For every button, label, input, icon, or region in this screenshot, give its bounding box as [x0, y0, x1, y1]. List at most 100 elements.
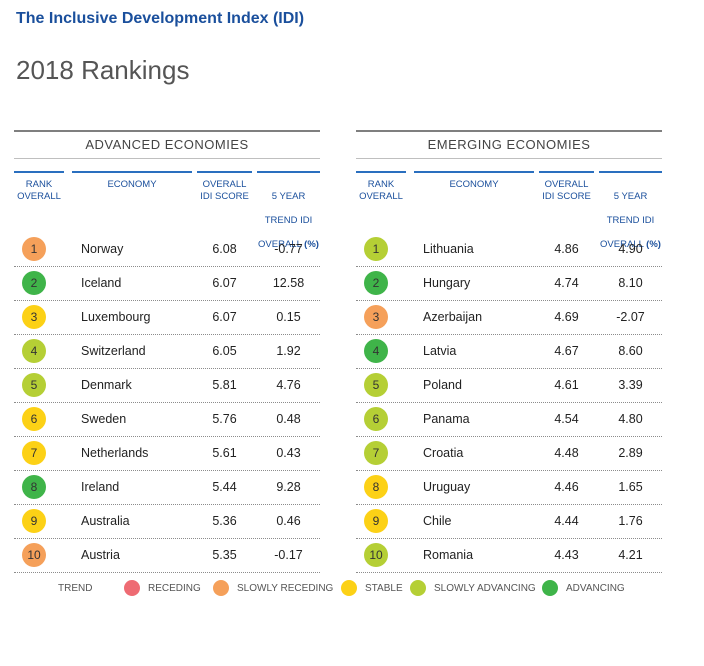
- table-row: 5 Denmark 5.81 4.76: [14, 369, 320, 403]
- economy-name: Luxembourg: [81, 310, 151, 324]
- idi-score: 4.86: [554, 242, 579, 256]
- rank-badge: 9: [364, 509, 388, 533]
- rank-badge: 7: [364, 441, 388, 465]
- idi-score: 4.43: [554, 548, 579, 562]
- trend-value: 2.89: [618, 446, 643, 460]
- table-row: 1 Norway 6.08 -0.77: [14, 233, 320, 267]
- idi-score: 4.54: [554, 412, 579, 426]
- idi-score: 4.69: [554, 310, 579, 324]
- rank-badge: 2: [22, 271, 46, 295]
- trend-value: 4.80: [618, 412, 643, 426]
- rank-badge: 1: [22, 237, 46, 261]
- idi-score: 4.48: [554, 446, 579, 460]
- emerging-economies-table: EMERGING ECONOMIES RANK OVERALL ECONOMY …: [356, 130, 662, 573]
- idi-score: 6.05: [212, 344, 237, 358]
- idi-score: 4.44: [554, 514, 579, 528]
- idi-score: 6.07: [212, 310, 237, 324]
- trend-value: 8.10: [618, 276, 643, 290]
- rank-badge: 10: [364, 543, 388, 567]
- trend-value: 8.60: [618, 344, 643, 358]
- column-header-economy: ECONOMY: [414, 171, 534, 227]
- table-row: 2 Iceland 6.07 12.58: [14, 267, 320, 301]
- economy-name: Latvia: [423, 344, 457, 358]
- column-header-trend-line1: 5 YEAR: [613, 191, 648, 202]
- table-row: 6 Panama 4.54 4.80: [356, 403, 662, 437]
- legend-dot-slowly-receding: [213, 580, 229, 596]
- economy-name: Austria: [81, 548, 120, 562]
- economy-name: Romania: [423, 548, 474, 562]
- trend-legend: TREND RECEDING SLOWLY RECEDING STABLE SL…: [0, 580, 704, 598]
- legend-dot-advancing: [542, 580, 558, 596]
- economy-name: Lithuania: [423, 242, 474, 256]
- table-header: RANK OVERALL ECONOMY OVERALL IDI SCORE 5…: [14, 171, 320, 250]
- legend-label-slowly-receding: SLOWLY RECEDING: [237, 583, 334, 594]
- economy-name: Hungary: [423, 276, 471, 290]
- table-row: 7 Netherlands 5.61 0.43: [14, 437, 320, 471]
- table-row: 9 Australia 5.36 0.46: [14, 505, 320, 539]
- table-row: 10 Austria 5.35 -0.17: [14, 539, 320, 573]
- table-row: 3 Azerbaijan 4.69 -2.07: [356, 301, 662, 335]
- trend-value: -2.07: [616, 310, 645, 324]
- rank-badge: 10: [22, 543, 46, 567]
- trend-value: 1.92: [276, 344, 301, 358]
- rank-badge: 3: [364, 305, 388, 329]
- table-body: 1 Norway 6.08 -0.77 2 Iceland 6.07 12.58 3 Luxemb…: [14, 233, 320, 573]
- economy-name: Denmark: [81, 378, 132, 392]
- page-title: The Inclusive Development Index (IDI): [16, 10, 305, 27]
- legend-dot-stable: [341, 580, 357, 596]
- economy-name: Switzerland: [81, 344, 146, 358]
- table-title: ADVANCED ECONOMIES: [14, 130, 320, 159]
- idi-score: 5.81: [212, 378, 237, 392]
- rank-badge: 5: [22, 373, 46, 397]
- column-header-trend-line2: TREND IDI: [606, 215, 655, 226]
- trend-value: 4.21: [618, 548, 643, 562]
- trend-value: 12.58: [272, 276, 305, 290]
- idi-score: 4.46: [554, 480, 579, 494]
- rank-badge: 6: [364, 407, 388, 431]
- legend-title: TREND: [58, 583, 93, 594]
- column-header-rank: RANK OVERALL: [14, 171, 64, 227]
- column-header-trend-overall: OVERALL: [258, 239, 302, 250]
- table-body: 1 Lithuania 4.86 4.90 2 Hungary 4.74 8.10 3 Azerb…: [356, 233, 662, 573]
- legend-label-receding: RECEDING: [148, 583, 201, 594]
- rank-badge: 8: [22, 475, 46, 499]
- economy-name: Chile: [423, 514, 452, 528]
- column-header-trend-overall: OVERALL: [600, 239, 644, 250]
- legend-label-stable: STABLE: [365, 583, 403, 594]
- column-header-trend-line3: OVERALL (%): [599, 239, 662, 251]
- table-row: 10 Romania 4.43 4.21: [356, 539, 662, 573]
- page-subtitle: 2018 Rankings: [16, 55, 190, 85]
- table-row: 9 Chile 4.44 1.76: [356, 505, 662, 539]
- rank-badge: 2: [364, 271, 388, 295]
- table-header: RANK OVERALL ECONOMY OVERALL IDI SCORE 5…: [356, 171, 662, 250]
- column-header-trend-line2: TREND IDI: [264, 215, 313, 226]
- column-header-trend: 5 YEAR TREND IDI OVERALL (%): [257, 171, 320, 250]
- economy-name: Croatia: [423, 446, 464, 460]
- trend-value: 0.43: [276, 446, 301, 460]
- economy-name: Poland: [423, 378, 462, 392]
- economy-name: Ireland: [81, 480, 120, 494]
- trend-value: 4.90: [618, 242, 643, 256]
- trend-value: -0.17: [274, 548, 303, 562]
- economy-name: Sweden: [81, 412, 127, 426]
- table-row: 4 Latvia 4.67 8.60: [356, 335, 662, 369]
- idi-score: 5.36: [212, 514, 237, 528]
- idi-score: 6.08: [212, 242, 237, 256]
- column-header-score: OVERALL IDI SCORE: [197, 171, 252, 227]
- idi-score: 4.61: [554, 378, 579, 392]
- trend-value: 4.76: [276, 378, 301, 392]
- column-header-economy: ECONOMY: [72, 171, 192, 227]
- column-header-trend-unit: (%): [646, 239, 661, 250]
- rank-badge: 3: [22, 305, 46, 329]
- column-header-score: OVERALL IDI SCORE: [539, 171, 594, 227]
- idi-score: 5.44: [212, 480, 237, 494]
- trend-value: 0.46: [276, 514, 301, 528]
- trend-value: 0.15: [276, 310, 301, 324]
- rank-badge: 7: [22, 441, 46, 465]
- column-header-trend: 5 YEAR TREND IDI OVERALL (%): [599, 171, 662, 250]
- column-header-rank: RANK OVERALL: [356, 171, 406, 227]
- idi-score: 4.74: [554, 276, 579, 290]
- rank-badge: 5: [364, 373, 388, 397]
- idi-score: 5.61: [212, 446, 237, 460]
- table-title: EMERGING ECONOMIES: [356, 130, 662, 159]
